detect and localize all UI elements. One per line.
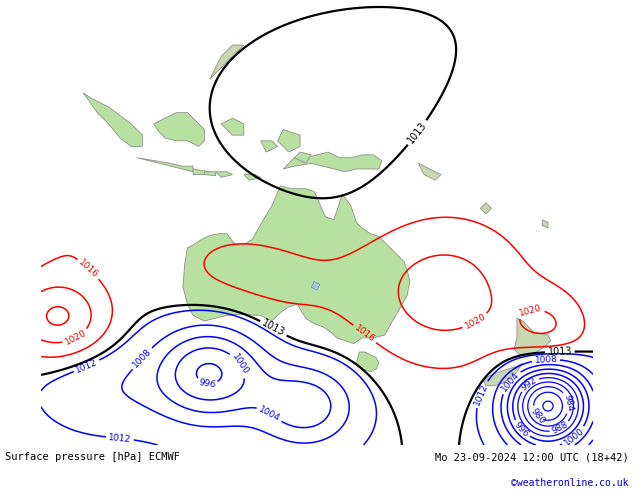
Polygon shape	[221, 118, 244, 135]
Polygon shape	[153, 113, 204, 147]
Polygon shape	[514, 318, 551, 355]
Polygon shape	[294, 152, 311, 163]
Polygon shape	[83, 93, 143, 147]
Text: 996: 996	[512, 420, 531, 439]
Polygon shape	[210, 45, 244, 79]
Polygon shape	[311, 282, 320, 290]
Text: 992: 992	[520, 375, 539, 392]
Text: 1004: 1004	[499, 370, 521, 393]
Text: 1008: 1008	[131, 347, 153, 370]
Polygon shape	[137, 158, 193, 172]
Text: 1020: 1020	[463, 312, 488, 331]
Text: Surface pressure [hPa] ECMWF: Surface pressure [hPa] ECMWF	[5, 452, 180, 462]
Text: Mo 23-09-2024 12:00 UTC (18+42): Mo 23-09-2024 12:00 UTC (18+42)	[435, 452, 629, 462]
Text: 1013: 1013	[547, 346, 572, 357]
Polygon shape	[204, 172, 216, 176]
Text: 1012: 1012	[108, 433, 132, 444]
Text: ©weatheronline.co.uk: ©weatheronline.co.uk	[512, 478, 629, 488]
Polygon shape	[356, 352, 379, 372]
Polygon shape	[216, 172, 233, 177]
Text: 1012: 1012	[472, 382, 489, 406]
Polygon shape	[542, 220, 548, 228]
Text: 1013: 1013	[260, 318, 287, 339]
Polygon shape	[418, 163, 441, 180]
Text: 1000: 1000	[562, 426, 586, 448]
Text: 1016: 1016	[353, 324, 377, 344]
Text: 996: 996	[198, 378, 216, 389]
Polygon shape	[261, 141, 278, 152]
Text: 1020: 1020	[63, 328, 88, 347]
Text: 988: 988	[550, 420, 570, 436]
Text: 1013: 1013	[406, 120, 429, 146]
Text: 984: 984	[562, 393, 574, 412]
Polygon shape	[483, 363, 522, 386]
Text: 1008: 1008	[534, 355, 558, 365]
Text: 1016: 1016	[77, 258, 100, 280]
Polygon shape	[193, 169, 210, 174]
Text: 1020: 1020	[519, 303, 543, 318]
Polygon shape	[244, 174, 261, 180]
Text: 1004: 1004	[257, 404, 281, 423]
Text: 1000: 1000	[230, 352, 250, 377]
Polygon shape	[183, 186, 410, 343]
Polygon shape	[278, 129, 300, 152]
Polygon shape	[283, 152, 382, 172]
Polygon shape	[481, 203, 491, 214]
Text: 1012: 1012	[74, 357, 99, 375]
Text: 980: 980	[529, 406, 547, 425]
